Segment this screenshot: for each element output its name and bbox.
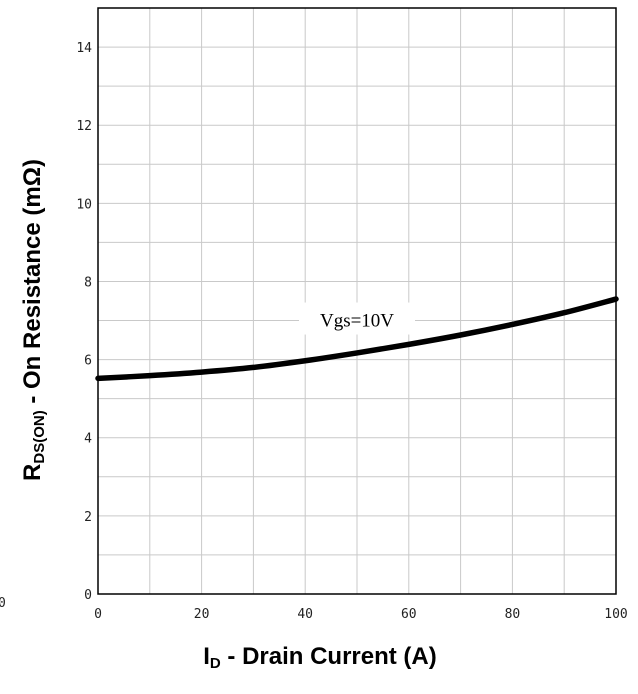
x-tick-label: 40: [297, 607, 313, 622]
y-tick-label: 14: [76, 41, 92, 56]
series-line: [95, 296, 619, 382]
y-tick-label: 8: [84, 275, 92, 290]
x-tick-label: 20: [194, 607, 210, 622]
x-tick-label: 60: [401, 607, 417, 622]
y-axis-title: RDS(ON) - On Resistance (mΩ): [19, 159, 48, 481]
tick-labels: 0 20 40 60 80 100 0 2 4 6 8 10 12 14: [76, 41, 627, 622]
x-tick-label: 0: [94, 607, 102, 622]
edge-text: 0: [0, 596, 6, 611]
x-tick-label: 100: [604, 607, 627, 622]
y-tick-label: 6: [84, 354, 92, 369]
grid-lines: [98, 8, 616, 594]
annotations: Vgs=10V: [299, 302, 415, 335]
x-tick-label: 80: [505, 607, 521, 622]
y-tick-label: 12: [76, 119, 92, 134]
y-tick-label: 0: [84, 588, 92, 603]
x-axis-title: ID - Drain Current (A): [203, 643, 437, 672]
y-tick-label: 4: [84, 432, 92, 447]
series-lines: [95, 296, 619, 382]
series-annotation: Vgs=10V: [320, 311, 394, 332]
annotation-background: [299, 302, 415, 335]
y-tick-label: 2: [84, 510, 92, 525]
y-tick-label: 10: [76, 197, 92, 212]
